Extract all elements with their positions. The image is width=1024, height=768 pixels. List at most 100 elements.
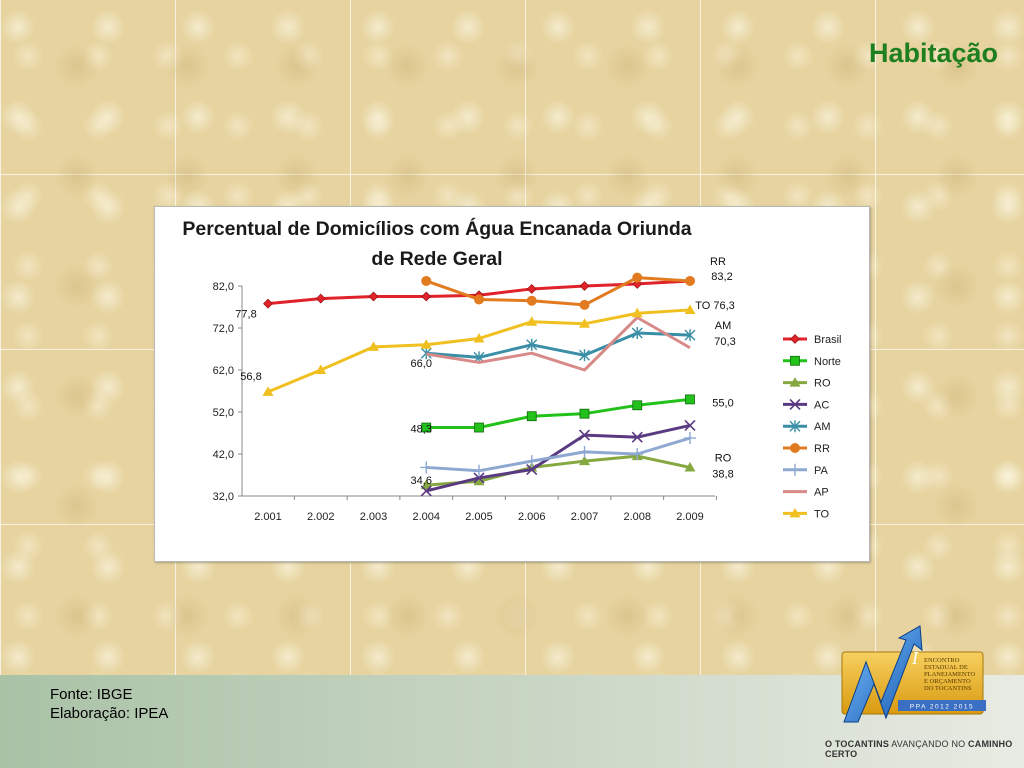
legend-label-norte: Norte [814,356,841,368]
event-logo: I ENCONTRO ESTADUAL DE PLANEJAMENTO E OR… [841,625,986,723]
slogan-suffix: CAMINHO CERTO [825,739,1013,759]
legend-marker-brasil [790,334,800,344]
data-point-brasil [368,291,379,302]
series-line-ac [425,423,691,493]
logo-roman: I [911,648,919,668]
annotation-label: 56,8 [240,371,261,383]
data-point-ac [684,419,696,432]
legend-item-norte: Norte [783,356,841,368]
series-ap [426,316,691,372]
data-point-to [420,339,432,349]
legend-label-ro: RO [814,378,831,390]
data-point-ro [579,455,590,466]
legend-marker-ac [789,398,801,410]
data-point-norte [526,411,537,422]
legend-marker-pa [789,463,801,476]
data-point-am [631,327,643,340]
data-point-to [315,364,327,374]
annotation-label: 55,0 [712,397,733,409]
series-rr [421,272,695,310]
annotation-label: 38,8 [712,468,733,480]
annotation-label: 66,0 [411,358,432,370]
data-point-to [579,318,590,328]
legend-label-pa: PA [814,465,829,477]
data-point-ac [473,472,485,484]
series-line-norte [426,397,691,430]
data-point-norte [685,394,695,405]
legend-item-ap: AP [783,487,829,499]
data-point-am [420,347,432,360]
data-point-ro [473,475,485,486]
data-point-brasil [526,284,537,294]
series-line-to [267,308,691,394]
arrow-n-icon [843,625,923,723]
page-title: Habitação [868,38,998,68]
legend-label-ac: AC [814,399,829,411]
legend-item-to: TO [783,507,830,520]
data-point-ac [526,463,538,476]
annotation-label: RO [715,452,732,464]
data-point-rr [474,294,484,305]
logo-plate [841,651,984,715]
data-point-to [631,307,643,318]
slogan: O TOCANTINS AVANÇANDO NO CAMINHO CERTO [825,739,1024,759]
legend-item-am: AM [783,420,831,433]
logo-band [898,700,986,711]
data-point-pa [525,455,538,468]
y-tick-label: 72,0 [213,323,234,335]
data-point-rr [632,272,643,283]
slogan-middle: AVANÇANDO NO [891,739,966,749]
legend-label-brasil: Brasil [814,334,842,346]
series-to [262,304,696,396]
annotation-label: 34,6 [411,475,432,487]
data-point-brasil [263,298,273,309]
y-tick-label: 62,0 [213,365,234,377]
data-point-norte [632,400,643,411]
data-point-to [368,341,379,351]
legend-item-ac: AC [783,398,829,411]
legend-marker-rr [790,443,800,453]
series-line-pa [426,436,691,473]
legend-label-to: TO [814,508,830,520]
y-tick-label: 42,0 [213,449,234,461]
legend-marker-am [789,420,801,433]
x-tick-label: 2.002 [307,511,335,523]
data-point-ac [578,429,591,441]
x-tick-label: 2.008 [623,511,651,523]
data-point-pa [631,448,644,460]
data-point-pa [578,445,591,458]
series-line-ap [426,316,691,372]
series-pa [420,432,696,477]
legend-marker-ro [789,377,801,387]
series-ac [420,419,696,497]
legend-marker-to [789,507,801,518]
series-line-ro [426,454,691,487]
series-norte [421,394,695,433]
data-point-rr [526,295,537,306]
legend-label-ap: AP [814,487,829,499]
series-line-am [426,331,691,359]
data-point-to [526,316,538,326]
data-point-am [684,329,696,342]
legend-item-brasil: Brasil [783,334,842,346]
data-point-pa [420,461,433,474]
data-point-rr [421,275,432,286]
data-point-ro [420,479,432,490]
annotation-label: RR [710,256,726,268]
line-chart: Percentual de Domicílios com Água Encana… [182,217,842,523]
data-point-norte [421,422,432,433]
annotation-label: 70,3 [714,336,735,348]
x-tick-label: 2.005 [465,511,493,523]
logo-band-text: PPA 2012 2015 [910,704,974,711]
x-tick-label: 2.001 [254,511,282,523]
data-point-brasil [579,281,590,291]
series-line-rr [425,276,691,307]
source-label: Fonte: IBGE [50,686,133,703]
annotation-label: TO 76,3 [695,300,735,312]
y-tick-label: 52,0 [213,407,234,419]
logo-line4: E ORÇAMENTO [924,678,971,685]
data-point-am [526,338,538,351]
source-notes: Fonte: IBGE Elaboração: IPEA [50,685,168,723]
data-point-brasil [421,291,432,302]
legend-item-pa: PA [783,463,829,477]
